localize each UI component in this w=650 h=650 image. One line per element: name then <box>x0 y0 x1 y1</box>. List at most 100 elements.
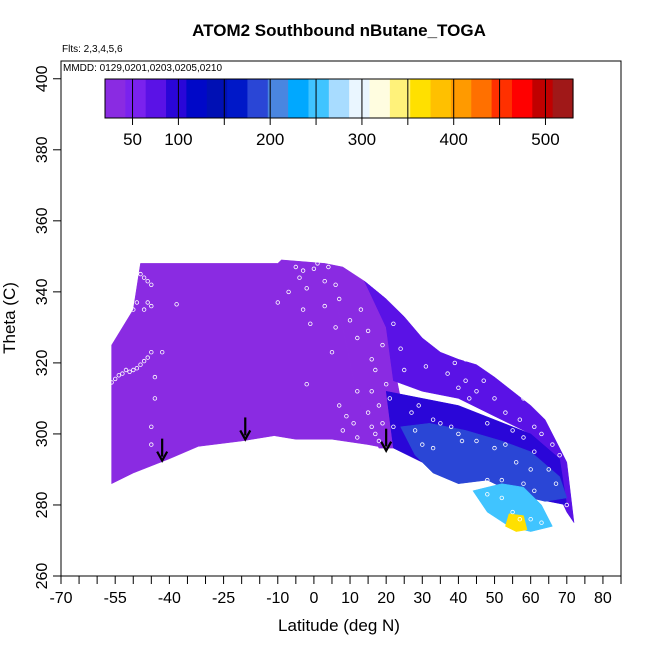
x-tick-label: 70 <box>558 590 576 607</box>
obs_tropics-marker <box>333 282 338 287</box>
x-tick-label: 60 <box>522 590 540 607</box>
obs_N_branch-marker <box>521 481 526 486</box>
obs_N_branch-marker <box>521 396 526 401</box>
x-axis-label: Latitude (deg N) <box>278 616 400 635</box>
colorbar-tick-label: 50 <box>123 130 142 149</box>
obs_tropics-marker <box>387 396 392 401</box>
obs_N_branch-marker <box>456 385 461 390</box>
obs_tropics-marker <box>369 357 374 362</box>
colorbar-tick-label: 500 <box>531 130 559 149</box>
colorbar-swatch <box>227 79 249 118</box>
obs_tropics-marker <box>337 296 342 302</box>
colorbar-swatch <box>267 79 289 118</box>
obs_N_branch-marker <box>459 509 465 515</box>
y-axis: 260 280 300 320 340 360 380 400 <box>34 65 61 589</box>
region-background <box>111 259 387 485</box>
obs_tropics-marker <box>344 414 349 419</box>
colorbar-swatch <box>166 79 187 118</box>
obs_S_branch-marker <box>138 362 143 367</box>
obs_N_branch-marker <box>542 414 548 419</box>
obs_tropics-marker <box>373 431 378 437</box>
obs_N_branch-marker <box>492 396 497 401</box>
obs_N_branch-marker <box>485 492 490 497</box>
x-tick-label: -55 <box>104 590 127 607</box>
obs_tropics-marker <box>326 264 331 270</box>
obs_tropics-marker <box>340 428 345 433</box>
colorbar-swatch <box>491 79 513 118</box>
obs_N_branch-marker <box>452 360 457 366</box>
y-tick-label: 280 <box>34 492 51 519</box>
colorbar-tick-label: 300 <box>348 130 376 149</box>
obs_N_branch-marker <box>514 460 519 465</box>
colorbar-swatch <box>186 79 208 118</box>
arrow-head <box>239 429 252 442</box>
x-tick-label: 10 <box>341 590 359 607</box>
obs_tropics-marker <box>322 279 327 284</box>
obs_N_branch-marker <box>532 424 537 429</box>
obs_tropics-marker <box>315 261 320 266</box>
obs_tropics-marker <box>355 389 360 394</box>
obs_S_branch-marker <box>152 396 158 401</box>
colorbar-swatch <box>410 79 432 118</box>
obs_S_branch-marker <box>120 371 125 376</box>
x-axis: -70 -55 -40 -25 -10 0 10 20 30 40 50 60 70 80 <box>49 576 622 607</box>
obs_N_branch-marker <box>546 467 551 472</box>
x-tick-label: 80 <box>594 590 612 607</box>
obs_tropics-marker <box>304 382 309 387</box>
y-tick-label: 320 <box>34 349 51 376</box>
obs_tropics-marker <box>304 286 309 291</box>
obs_tropics-marker <box>300 268 306 273</box>
obs_tropics-marker <box>384 382 389 387</box>
obs_S_branch-marker <box>181 460 186 465</box>
obs_tropics-marker <box>380 421 385 426</box>
obs_tropics-marker <box>376 403 382 408</box>
obs_S_branch-marker <box>145 300 150 305</box>
obs_tropics-marker <box>351 421 356 426</box>
surface-arrow <box>156 438 169 463</box>
colorbar-tick-label: 400 <box>440 130 468 149</box>
colorbar-swatch <box>288 79 310 118</box>
x-tick-label: 20 <box>377 590 395 607</box>
obs_N_branch-marker <box>463 378 468 383</box>
obs_S_branch-marker <box>141 307 147 312</box>
obs_S_branch-marker <box>159 350 165 355</box>
colorbar-swatch <box>247 79 269 118</box>
obs_N_branch-marker <box>528 467 533 472</box>
x-tick-label: 0 <box>309 590 318 607</box>
obs_N_branch-marker <box>517 417 522 422</box>
obs_tropics-marker <box>293 264 298 270</box>
obs_N_branch-marker <box>420 442 425 447</box>
obs_tropics-marker <box>333 325 338 330</box>
obs_tropics-marker <box>365 410 371 415</box>
obs_S_branch-marker <box>149 424 154 429</box>
plot-area <box>105 259 575 532</box>
obs_S_branch-marker <box>141 358 147 364</box>
colorbar-swatch <box>430 79 452 118</box>
obs_N_branch-marker <box>535 392 541 398</box>
obs_S_branch-marker <box>116 373 121 378</box>
obs_S_branch-marker <box>152 374 158 380</box>
obs_N_branch-marker <box>445 371 450 376</box>
obs_N_branch-marker <box>550 442 555 447</box>
obs_N_branch-marker <box>430 417 436 422</box>
obs_tropics-marker <box>369 389 374 394</box>
y-tick-label: 380 <box>34 136 51 163</box>
obs_tropics-marker <box>373 367 378 373</box>
obs_N_branch-marker <box>510 378 515 383</box>
obs_N_branch-marker <box>503 442 508 447</box>
chart-title: ATOM2 Southbound nButane_TOGA <box>192 21 486 40</box>
colorbar-tick-label: 100 <box>164 130 192 149</box>
obs_N_branch-marker <box>430 445 436 451</box>
obs_tropics-marker <box>286 289 291 295</box>
obs_N_branch-marker <box>532 488 537 493</box>
obs_N_branch-marker <box>463 357 468 362</box>
obs_tropics-marker <box>355 435 360 440</box>
obs_tropics-marker <box>275 300 280 305</box>
obs_N_branch-marker <box>394 492 400 497</box>
obs_N_branch-marker <box>510 428 515 433</box>
obs_N_branch-marker <box>438 421 443 426</box>
obs_N_branch-marker <box>503 410 508 415</box>
y-tick-label: 300 <box>34 420 51 447</box>
obs_S_branch-marker <box>156 463 161 469</box>
obs_S_branch-marker <box>127 369 132 374</box>
